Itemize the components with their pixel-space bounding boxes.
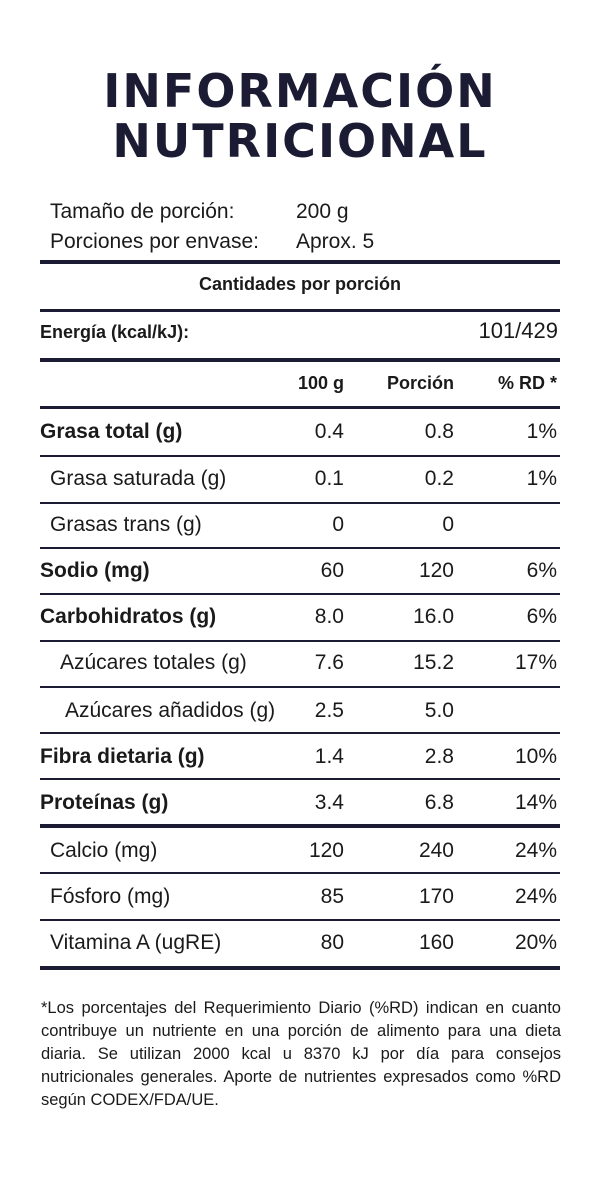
column-header-100g: 100 g — [297, 373, 344, 393]
row-divider — [40, 732, 560, 734]
table-row: Carbohidratos (g) 8.0 16.0 6% — [40, 594, 560, 640]
row-label: Grasa saturada (g) — [50, 467, 227, 490]
row-divider — [40, 593, 560, 595]
row-value-rd: 6% — [526, 605, 557, 628]
row-label: Grasas trans (g) — [50, 513, 202, 536]
row-value-100g: 0.4 — [314, 420, 344, 443]
row-value-portion: 0.2 — [424, 467, 454, 490]
row-value-rd: 1% — [526, 467, 557, 490]
row-value-portion: 120 — [418, 559, 454, 582]
table-row: Grasa saturada (g) 0.1 0.2 1% — [40, 456, 560, 502]
serving-size: Tamaño de porción: 200 g — [50, 200, 349, 224]
table-row: Grasas trans (g) 0 0 — [40, 502, 560, 548]
column-header-rd: % RD * — [497, 373, 557, 393]
row-divider — [40, 686, 560, 688]
row-value-100g: 2.5 — [314, 699, 344, 722]
table-row: Sodio (mg) 60 120 6% — [40, 548, 560, 594]
row-value-100g: 1.4 — [314, 745, 344, 768]
table-row: Calcio (mg) 120 240 24% — [40, 828, 560, 874]
row-label: Azúcares totales (g) — [60, 651, 247, 674]
thick-divider-top — [40, 260, 560, 264]
row-value-100g: 8.0 — [314, 605, 344, 628]
row-label: Carbohidratos (g) — [40, 605, 217, 628]
row-value-rd: 1% — [526, 420, 557, 443]
title-line-1: INFORMACIÓN — [103, 64, 497, 118]
row-value-portion: 0 — [442, 513, 454, 536]
row-value-100g: 3.4 — [314, 791, 344, 814]
servings-per-container: Porciones por envase: Aprox. 5 — [50, 230, 374, 254]
row-label: Calcio (mg) — [50, 839, 158, 862]
row-label: Grasa total (g) — [40, 420, 183, 443]
divider-column-header — [40, 406, 560, 409]
row-value-portion: 160 — [418, 931, 454, 954]
divider-amounts — [40, 309, 560, 312]
row-divider — [40, 640, 560, 642]
row-value-100g: 85 — [320, 885, 344, 908]
row-divider — [40, 919, 560, 921]
thick-divider-vitamins — [40, 824, 560, 828]
row-label: Vitamina A (ugRE) — [50, 931, 222, 954]
row-value-100g: 7.6 — [314, 651, 344, 674]
table-row: Azúcares totales (g) 7.6 15.2 17% — [40, 640, 560, 686]
row-value-portion: 2.8 — [424, 745, 454, 768]
row-value-rd: 6% — [526, 559, 557, 582]
row-label: Sodio (mg) — [40, 559, 150, 582]
table-row: Proteínas (g) 3.4 6.8 14% — [40, 780, 560, 826]
row-label: Fibra dietaria (g) — [40, 745, 205, 768]
row-divider — [40, 502, 560, 504]
energy-value: 101/429 — [478, 318, 558, 343]
row-value-100g: 80 — [320, 931, 344, 954]
row-divider — [40, 455, 560, 457]
serving-size-value: 200 g — [296, 200, 349, 223]
row-value-portion: 170 — [418, 885, 454, 908]
table-row: Fósforo (mg) 85 170 24% — [40, 874, 560, 920]
row-value-rd: 17% — [514, 651, 557, 674]
row-value-portion: 0.8 — [424, 420, 454, 443]
row-value-100g: 0.1 — [314, 467, 344, 490]
row-value-100g: 0 — [332, 513, 344, 536]
thick-divider-energy — [40, 358, 560, 362]
row-label: Fósforo (mg) — [50, 885, 171, 908]
servings-per-container-value: Aprox. 5 — [296, 230, 375, 253]
thick-divider-bottom — [40, 966, 560, 970]
row-value-portion: 5.0 — [424, 699, 454, 722]
row-value-portion: 240 — [418, 839, 454, 862]
row-divider — [40, 872, 560, 874]
row-value-rd: 24% — [514, 839, 557, 862]
row-value-portion: 16.0 — [413, 605, 454, 628]
column-header-portion: Porción — [386, 373, 454, 393]
table-row: Vitamina A (ugRE) 80 160 20% — [40, 920, 560, 966]
footnote: *Los porcentajes del Requerimiento Diari… — [41, 999, 561, 1109]
serving-size-label: Tamaño de porción: — [50, 200, 235, 223]
row-value-100g: 120 — [308, 839, 344, 862]
table-row: Grasa total (g) 0.4 0.8 1% — [40, 409, 560, 455]
row-divider — [40, 778, 560, 780]
table-row: Azúcares añadidos (g) 2.5 5.0 — [40, 688, 560, 734]
row-value-rd: 24% — [514, 885, 557, 908]
row-value-100g: 60 — [320, 559, 344, 582]
amounts-per-serving-header: Cantidades por porción — [198, 274, 402, 294]
row-divider — [40, 547, 560, 549]
row-label: Azúcares añadidos (g) — [65, 699, 276, 722]
energy-label: Energía (kcal/kJ): — [40, 322, 190, 342]
row-value-rd: 20% — [514, 931, 557, 954]
row-value-portion: 15.2 — [413, 651, 454, 674]
row-value-rd: 14% — [514, 791, 557, 814]
row-value-rd: 10% — [514, 745, 557, 768]
title-line-2: NUTRICIONAL — [112, 114, 488, 168]
row-label: Proteínas (g) — [40, 791, 169, 814]
row-value-portion: 6.8 — [424, 791, 454, 814]
table-row: Fibra dietaria (g) 1.4 2.8 10% — [40, 734, 560, 780]
servings-per-container-label: Porciones por envase: — [50, 230, 259, 253]
